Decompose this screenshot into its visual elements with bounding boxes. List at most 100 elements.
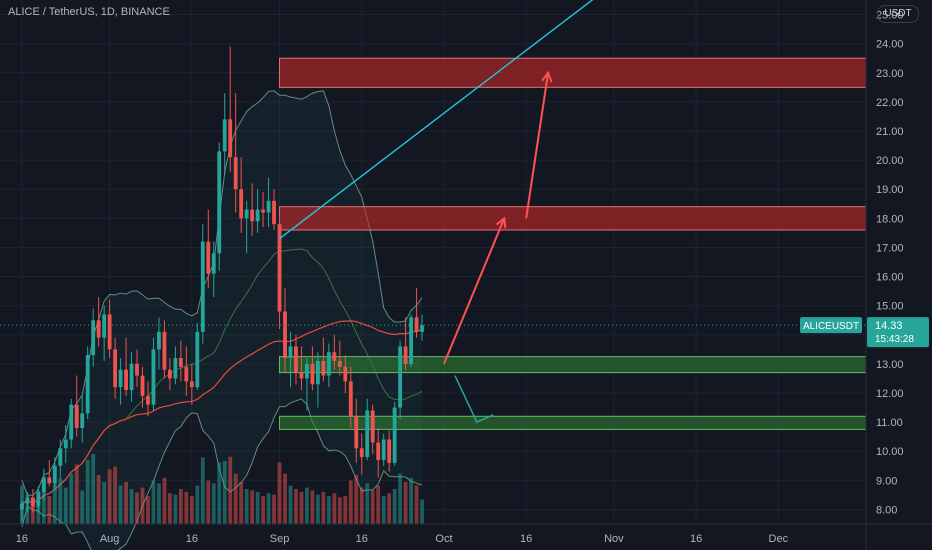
candle-body [85,355,90,414]
candle-body [305,363,309,379]
candle-body [277,224,282,312]
volume-bar [206,480,211,524]
volume-bar [315,494,320,524]
volume-bar [392,489,397,524]
time-tick-label: 16 [186,533,198,545]
candle [398,340,403,420]
volume-bar [337,497,342,524]
candle-body [20,503,24,510]
candle [129,352,134,402]
volume-bar [283,473,287,524]
candle [162,320,167,379]
candle-body [381,439,386,460]
price-tick-label: 22.00 [876,97,904,109]
candle-body [184,366,189,382]
candle-body [387,439,392,463]
volume-bar [294,489,298,524]
volume-bar [376,485,381,524]
symbol-title: ALICE / TetherUS, 1D, BINANCE [8,6,170,18]
time-tick-label: 16 [520,533,532,545]
candle [381,433,386,466]
candle-body [332,352,337,361]
candle-body [403,346,408,364]
candle-body [283,311,287,359]
candle [337,340,342,376]
volume-bar [420,499,424,524]
candle-body [178,358,183,367]
support-zone [279,356,867,374]
volume-bar [387,493,392,524]
volume-bar [409,477,413,524]
candle-body [36,491,41,507]
volume-bar [288,485,293,524]
candle [85,346,90,420]
candle [343,355,348,393]
candle [326,343,331,388]
candle [255,189,260,233]
candle-body [96,320,101,338]
candle [365,398,370,460]
candle-body [80,413,85,428]
candle [211,241,216,297]
currency-button[interactable]: USDT [877,5,919,23]
volume-bar [107,469,112,524]
candle [239,157,244,233]
candle [102,305,107,361]
price-tick-label: 19.00 [876,184,904,196]
candle-body [233,157,238,190]
candle-body [359,448,364,458]
candle-body [409,317,413,364]
volume-bar [74,464,79,524]
time-tick-label: 16 [16,533,28,545]
symbol-tag [800,317,862,334]
candle-body [255,209,260,222]
candle [107,299,112,359]
candle [96,296,101,347]
time-tick-label: Oct [435,533,452,545]
candle-body [113,349,118,388]
time-tick-label: Aug [100,533,120,545]
volume-bar [321,491,326,524]
volume-bar [140,487,145,524]
volume-bar [52,483,57,524]
volume-bar [239,482,244,524]
candle [294,334,298,385]
candle-body [58,448,63,466]
candle-body [47,477,52,484]
volume-bar [85,459,90,524]
candle-body [91,320,96,356]
price-tick-label: 20.00 [876,155,904,167]
candle-body [162,331,167,370]
projection-up-arrow-head [495,216,507,229]
candle-body [129,363,134,391]
candle-body [244,209,249,219]
candle [392,401,397,466]
volume-bar [96,475,101,524]
candle-body [167,369,172,379]
candle [189,363,194,405]
volume-bar [189,496,194,524]
candle [370,404,375,455]
candle [409,314,413,367]
candle [52,457,57,490]
candle-body [272,200,276,225]
candle [376,427,381,478]
volume-bar [261,496,266,524]
candle [222,93,227,175]
price-tick-label: 9.00 [876,475,897,487]
candle-body [206,241,211,274]
candle [80,395,85,443]
candle [173,346,178,385]
volume-bar [80,490,85,524]
volume-bar [69,473,74,524]
candle [315,352,320,408]
time-tick-label: Dec [769,533,789,545]
volume-bar [354,475,359,524]
price-tag-value: 14.33 [875,320,903,332]
candle-body [310,363,315,385]
price-tick-label: 16.00 [876,272,904,284]
volume-bar [272,494,276,524]
candle-body [52,465,57,484]
